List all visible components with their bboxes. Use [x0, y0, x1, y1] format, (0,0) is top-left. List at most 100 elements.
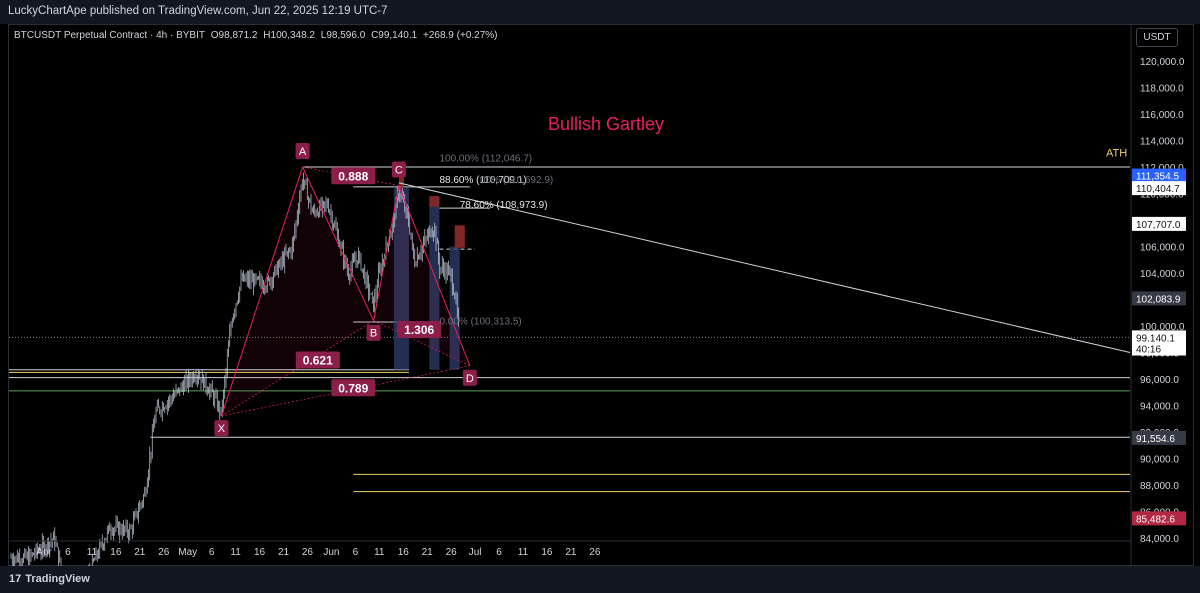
brand-name: TradingView	[25, 573, 90, 585]
pattern-leg-cd[interactable]	[398, 185, 471, 366]
price-axis-badge	[1132, 291, 1186, 306]
y-tick-label: 116,000.0	[1140, 110, 1184, 121]
price-axis-badge-label: 111,354.5	[1136, 172, 1179, 183]
red-zone-box[interactable]	[454, 225, 465, 248]
ath-annotation: ATH	[1106, 147, 1127, 159]
y-tick-label: 120,000.0	[1140, 57, 1185, 68]
symbol-legend: BTCUSDT Perpetual Contract · 4h · BYBIT …	[14, 30, 501, 41]
x-tick-label: 16	[254, 547, 266, 558]
x-tick-label: 11	[87, 547, 98, 558]
price-axis-badge	[1132, 511, 1186, 526]
blue-zone-box[interactable]	[429, 205, 440, 370]
legend-low: L98,596.0	[320, 30, 366, 41]
y-tick-label: 90,000.0	[1140, 455, 1179, 466]
x-tick-label: 6	[65, 547, 71, 558]
price-axis-badge	[1132, 216, 1186, 231]
ratio-label: 0.621	[303, 353, 333, 367]
y-tick-label: 106,000.0	[1140, 243, 1185, 254]
red-zone-box[interactable]	[429, 196, 440, 207]
x-tick-label: 16	[541, 547, 553, 558]
pattern-leg-bc[interactable]	[373, 185, 400, 321]
point-label-bg	[366, 324, 381, 341]
y-tick-label: 84,000.0	[1140, 534, 1179, 545]
pattern-triangle-bcd	[373, 185, 470, 366]
chart-frame[interactable]	[8, 24, 1194, 566]
y-tick-label: 94,000.0	[1140, 402, 1179, 413]
x-tick-label: 26	[302, 547, 314, 558]
x-tick-label: May	[178, 547, 197, 558]
tradingview-brand[interactable]: 17 TradingView	[9, 573, 90, 585]
point-label-c: C	[395, 165, 403, 177]
price-axis-badge	[1132, 430, 1186, 445]
x-tick-label: 6	[209, 547, 215, 558]
y-tick-label: 88,000.0	[1140, 481, 1179, 492]
price-axis-badge-label: 40:16	[1136, 345, 1161, 356]
x-tick-label: 21	[422, 547, 434, 558]
ratio-label: 1.306	[404, 323, 434, 337]
x-tick-label: Jun	[323, 547, 339, 558]
fib-label: 100.00% (112,046.7)	[439, 154, 532, 165]
x-tick-label: 26	[446, 547, 458, 558]
price-axis-badge	[1132, 330, 1186, 345]
y-tick-label: 96,000.0	[1140, 375, 1179, 386]
y-tick-label: 114,000.0	[1140, 137, 1184, 148]
price-axis-badge-label: 91,554.6	[1136, 434, 1175, 445]
price-axis-badge-label: 85,482.6	[1136, 514, 1175, 525]
x-tick-label: 11	[518, 547, 529, 558]
x-tick-label: 26	[158, 547, 170, 558]
ratio-label-bg	[331, 167, 376, 185]
price-axis-badge	[1132, 341, 1186, 356]
price-axis-badge-label: 102,083.9	[1136, 294, 1181, 305]
x-tick-label: 11	[374, 547, 385, 558]
symbol-name[interactable]: BTCUSDT Perpetual Contract · 4h · BYBIT	[14, 30, 205, 41]
red-zone-box[interactable]	[398, 174, 404, 187]
blue-zone-box[interactable]	[449, 246, 460, 370]
legend-high: H100,348.2	[263, 30, 315, 41]
x-tick-label: 11	[230, 547, 241, 558]
tradingview-logo-icon: 17	[9, 573, 22, 585]
pattern-triangle-xab	[221, 167, 374, 417]
ratio-label-bg	[397, 320, 442, 338]
x-tick-label: 26	[589, 547, 601, 558]
point-label-a: A	[299, 146, 307, 158]
point-label-bg	[214, 420, 229, 437]
footer-bar	[0, 566, 1200, 593]
ratio-label: 0.888	[338, 169, 368, 183]
price-axis-badge-label: 107,707.0	[1136, 220, 1181, 231]
currency-button[interactable]: USDT	[1136, 28, 1178, 47]
pattern-leg-ab[interactable]	[302, 166, 375, 321]
x-tick-label: 21	[134, 547, 146, 558]
point-label-x: X	[218, 423, 226, 435]
point-label-b: B	[370, 328, 377, 340]
y-tick-label: 100,000.0	[1140, 322, 1185, 333]
ratio-label: 0.789	[338, 381, 368, 395]
publisher-line: LuckyChartApe published on TradingView.c…	[8, 5, 388, 17]
fib-label: 0.00% (100,313.5)	[439, 317, 521, 328]
price-axis-badge-label: 99,140.1	[1136, 333, 1175, 344]
point-label-d: D	[466, 373, 474, 385]
x-tick-label: 21	[278, 547, 290, 558]
chart-title: Bullish Gartley	[548, 114, 665, 134]
fib-label: 78.60% (108,973.9)	[460, 200, 548, 211]
x-tick-label: 16	[110, 547, 122, 558]
x-tick-label: 16	[398, 547, 410, 558]
price-axis-badge	[1132, 168, 1186, 183]
price-axis-badge	[1132, 181, 1186, 196]
x-tick-label: 6	[496, 547, 502, 558]
x-tick-label: 6	[353, 547, 359, 558]
trendline[interactable]	[398, 182, 1131, 353]
price-axis-badge-label: 110,404.7	[1136, 184, 1180, 195]
x-tick-label: Apr	[36, 547, 52, 558]
point-label-bg	[295, 143, 310, 159]
publisher-bar: LuckyChartApe published on TradingView.c…	[0, 0, 1200, 24]
x-tick-label: 21	[565, 547, 577, 558]
pattern-leg-xa[interactable]	[220, 166, 304, 417]
point-label-bg	[391, 161, 406, 178]
pattern-ratio-line	[373, 320, 471, 367]
ratio-label-bg	[295, 351, 340, 369]
legend-open: O98,871.2	[210, 30, 258, 41]
ratio-label-bg	[331, 379, 376, 397]
fib-label: 00% (110,692.9)	[480, 175, 553, 186]
y-tick-label: 104,000.0	[1140, 269, 1185, 280]
